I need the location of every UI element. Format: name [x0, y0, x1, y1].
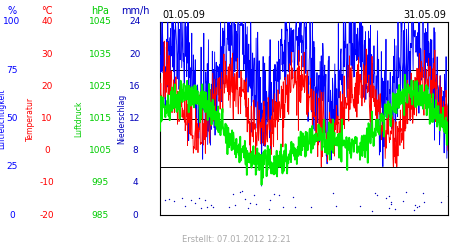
Point: [386, 206, 393, 210]
Text: 985: 985: [91, 210, 108, 220]
Point: [187, 198, 194, 202]
Text: 0: 0: [9, 210, 15, 220]
Point: [420, 200, 427, 203]
Point: [246, 202, 253, 205]
Text: 50: 50: [6, 114, 18, 123]
Text: 1045: 1045: [89, 18, 112, 26]
Point: [371, 192, 378, 196]
Point: [241, 198, 248, 202]
Text: 100: 100: [4, 18, 21, 26]
Point: [419, 191, 427, 195]
Point: [410, 208, 417, 212]
Point: [225, 205, 233, 209]
Text: -20: -20: [40, 210, 54, 220]
Point: [290, 196, 297, 200]
Text: Luftfeuchtigkeit: Luftfeuchtigkeit: [0, 88, 7, 149]
Text: 1025: 1025: [89, 82, 112, 91]
Point: [373, 193, 380, 197]
Point: [385, 194, 392, 198]
Point: [329, 192, 337, 196]
Text: 10: 10: [41, 114, 53, 123]
Text: Luftdruck: Luftdruck: [74, 100, 83, 137]
Text: Temperatur: Temperatur: [26, 96, 35, 140]
Text: 40: 40: [41, 18, 53, 26]
Text: 30: 30: [41, 50, 53, 59]
Point: [207, 204, 214, 208]
Point: [237, 190, 244, 194]
Point: [203, 205, 210, 209]
Text: °C: °C: [41, 6, 53, 16]
Point: [291, 204, 298, 208]
Point: [403, 190, 410, 194]
Point: [231, 203, 239, 207]
Point: [196, 196, 203, 200]
Text: 1015: 1015: [89, 114, 112, 123]
Text: 16: 16: [129, 82, 141, 91]
Point: [356, 204, 364, 208]
Text: 0: 0: [44, 146, 50, 155]
Text: 31.05.09: 31.05.09: [403, 10, 446, 20]
Point: [252, 202, 260, 205]
Text: Erstellt: 07.01.2012 12:21: Erstellt: 07.01.2012 12:21: [183, 235, 291, 244]
Text: 8: 8: [132, 146, 138, 155]
Text: 4: 4: [132, 178, 138, 187]
Point: [382, 196, 390, 200]
Point: [307, 204, 315, 208]
Text: 01.05.09: 01.05.09: [162, 10, 205, 20]
Point: [369, 209, 376, 213]
Text: 20: 20: [41, 82, 53, 91]
Point: [251, 193, 258, 197]
Text: 75: 75: [6, 66, 18, 75]
Text: Niederschlag: Niederschlag: [117, 93, 126, 144]
Text: 24: 24: [130, 18, 140, 26]
Text: %: %: [8, 6, 17, 16]
Text: 1005: 1005: [89, 146, 112, 155]
Point: [201, 198, 208, 202]
Point: [162, 198, 169, 202]
Point: [182, 204, 189, 208]
Point: [210, 204, 217, 208]
Point: [400, 199, 407, 203]
Point: [266, 198, 274, 202]
Text: 1035: 1035: [89, 50, 112, 59]
Point: [415, 204, 422, 208]
Point: [230, 192, 237, 196]
Point: [411, 203, 418, 207]
Text: 12: 12: [129, 114, 141, 123]
Text: mm/h: mm/h: [121, 6, 149, 16]
Point: [387, 200, 394, 204]
Text: 25: 25: [6, 162, 18, 171]
Point: [171, 199, 178, 203]
Text: 0: 0: [132, 210, 138, 220]
Text: 995: 995: [91, 178, 108, 187]
Point: [270, 192, 277, 196]
Point: [392, 207, 399, 211]
Point: [279, 206, 287, 210]
Point: [179, 196, 186, 200]
Point: [191, 202, 198, 205]
Point: [238, 190, 245, 194]
Point: [276, 193, 283, 197]
Point: [265, 207, 272, 211]
Point: [245, 206, 252, 210]
Text: 20: 20: [129, 50, 141, 59]
Point: [387, 202, 395, 206]
Point: [444, 194, 450, 198]
Point: [332, 204, 339, 208]
Point: [165, 197, 172, 201]
Point: [198, 206, 205, 210]
Text: hPa: hPa: [91, 6, 109, 16]
Point: [414, 205, 421, 209]
Point: [437, 200, 445, 203]
Text: -10: -10: [40, 178, 54, 187]
